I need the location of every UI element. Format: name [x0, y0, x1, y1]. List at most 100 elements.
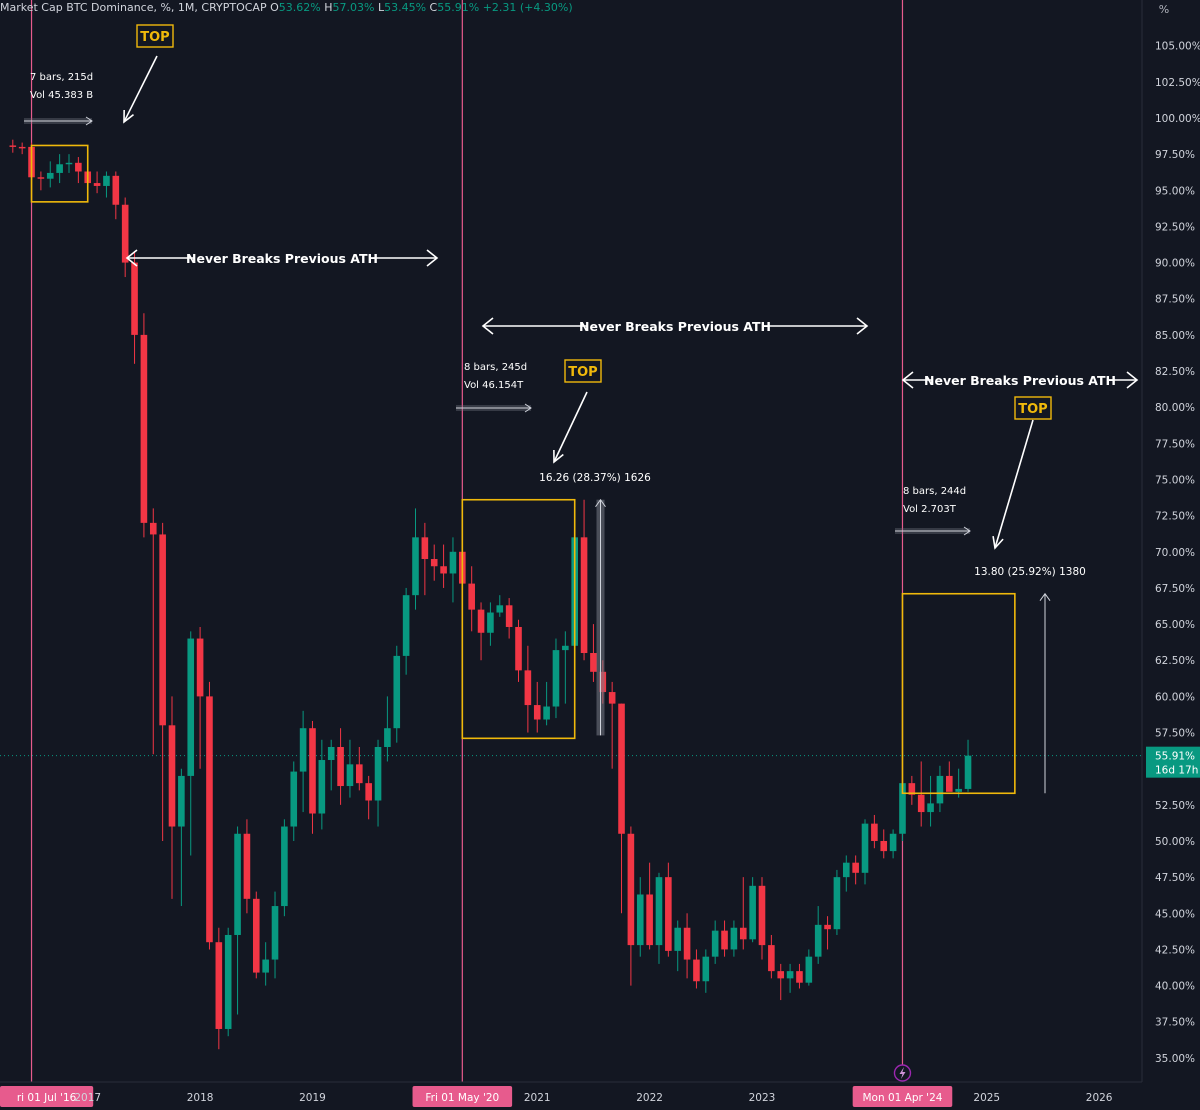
never-breaks-arrowhead-right: [856, 317, 869, 335]
candle-body: [224, 934, 232, 1029]
candle-body: [927, 803, 934, 813]
never-breaks-ath-label: Never Breaks Previous ATH: [186, 251, 378, 266]
y-tick-label: 102.50%: [1155, 77, 1200, 89]
legend-close-label: C: [429, 1, 438, 14]
legend-open-value: 53.62%: [278, 1, 321, 14]
candle-body: [18, 146, 26, 149]
never-breaks-arrowhead-left: [901, 371, 914, 389]
price-tag-value: 55.91%: [1155, 751, 1195, 763]
percent-scale-button[interactable]: %: [1158, 3, 1170, 16]
candle-body: [786, 971, 794, 979]
price-tag-bg: [1146, 746, 1200, 778]
y-tick-label: 90.00%: [1155, 258, 1195, 270]
candle-body: [309, 728, 316, 814]
never-breaks-arrowhead-left: [125, 249, 138, 267]
candles: [9, 139, 972, 1050]
candle-body: [281, 826, 288, 907]
candle-body: [964, 755, 972, 789]
candle-body: [440, 566, 447, 574]
candle-body: [833, 877, 841, 930]
candle-body: [842, 862, 850, 878]
x-axis-year-label: 2019: [299, 1092, 326, 1104]
legend-high-value: 57.03%: [332, 1, 375, 14]
y-tick-label: 95.00%: [1155, 185, 1195, 197]
top-label-box: [1014, 396, 1052, 420]
candle-body: [374, 747, 382, 801]
y-axis-panel: [1142, 0, 1200, 1082]
date-range-volume-label: Vol 2.703T: [903, 504, 957, 515]
candle-body: [711, 930, 719, 957]
candle-body: [271, 906, 279, 960]
legend-low-value: 53.45%: [384, 1, 427, 14]
candle-body: [75, 162, 82, 172]
candle-body: [215, 942, 223, 1029]
date-range-bars-label: 7 bars, 215d: [30, 72, 93, 83]
lightning-glyph: [899, 1067, 906, 1079]
candle-body: [487, 612, 494, 633]
candle-body: [861, 823, 869, 873]
y-tick-label: 47.50%: [1155, 872, 1195, 884]
x-axis-panel: [0, 1082, 1200, 1110]
price-range-arrowhead: [595, 498, 606, 508]
candle-body: [749, 885, 756, 940]
top-label-box: [564, 359, 602, 383]
top-range-box: [901, 592, 1016, 795]
legend-close-value: 55.91%: [437, 1, 480, 14]
y-tick-label: 57.50%: [1155, 728, 1195, 740]
candle-body: [412, 537, 419, 596]
candle-body: [899, 783, 906, 834]
candle-body: [936, 775, 944, 804]
top-arrowhead: [553, 449, 564, 464]
date-range-arrowhead: [963, 526, 971, 536]
y-tick-label: 97.50%: [1155, 149, 1195, 161]
candle-body: [93, 183, 101, 186]
candle-body: [562, 645, 569, 651]
candle-body: [468, 583, 475, 610]
candle-body: [618, 703, 625, 834]
top-range-box: [461, 498, 576, 740]
x-axis-date-highlight: [852, 1086, 953, 1107]
candle-body: [758, 885, 766, 946]
x-axis-year-label: 2018: [187, 1092, 214, 1104]
y-tick-label: 40.00%: [1155, 981, 1195, 993]
y-tick-label: 72.50%: [1155, 511, 1195, 523]
y-tick-label: 92.50%: [1155, 221, 1195, 233]
candle-body: [9, 145, 17, 147]
chart-legend: Market Cap BTC Dominance, %, 1M, CRYPTOC…: [0, 1, 573, 17]
candle-body: [590, 653, 597, 672]
candle-body: [234, 833, 241, 935]
candle-body: [477, 609, 485, 633]
x-axis-year-label: 2021: [524, 1092, 551, 1104]
candle-body: [524, 670, 532, 706]
legend-high-label: H: [324, 1, 333, 14]
candle-body: [140, 334, 148, 523]
candle-body: [346, 764, 354, 787]
y-tick-label: 50.00%: [1155, 836, 1195, 848]
candle-body: [533, 705, 541, 720]
top-range-box: [30, 144, 89, 203]
candle-body: [430, 559, 438, 567]
y-tick-label: 65.00%: [1155, 619, 1195, 631]
price-range-arrowhead: [1039, 592, 1051, 602]
candle-body: [721, 930, 728, 950]
y-tick-label: 100.00%: [1155, 113, 1200, 125]
date-range-bars-label: 8 bars, 245d: [464, 362, 527, 373]
candle-body: [318, 760, 326, 814]
candle-body: [739, 927, 747, 940]
candle-body: [149, 522, 157, 535]
y-tick-label: 87.50%: [1155, 294, 1195, 306]
candle-body: [646, 894, 653, 946]
candle-body: [515, 626, 522, 671]
annotations: 16.26 (28.37%) 1626 13.80 (25.92%) 1380 7 …: [24, 24, 1139, 795]
x-axis-year-label: 2017: [74, 1092, 101, 1104]
candle-body: [814, 924, 822, 957]
candle-body: [683, 927, 691, 960]
x-axis-date-label: Fri 01 May '20: [425, 1092, 499, 1104]
date-range-volume-label: Vol 46.154T: [464, 380, 524, 391]
y-tick-label: 82.50%: [1155, 366, 1195, 378]
candle-body: [852, 862, 859, 873]
candle-body: [402, 595, 410, 656]
candle-body: [252, 898, 260, 973]
candle-body: [505, 605, 513, 627]
